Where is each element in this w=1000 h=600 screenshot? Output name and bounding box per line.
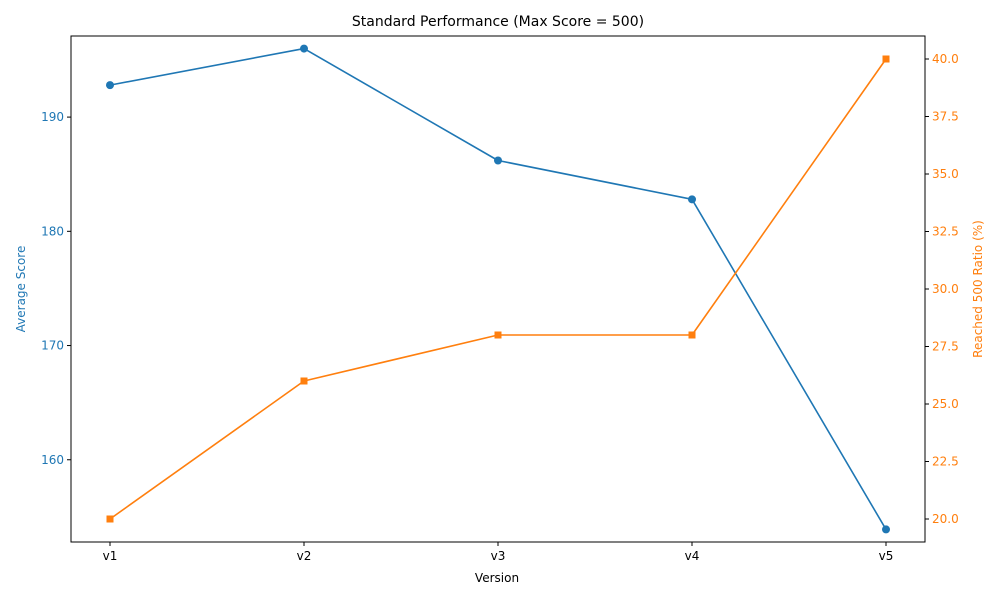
- x-tick-label: v2: [297, 549, 312, 563]
- left-y-axis-label: Average Score: [14, 246, 28, 333]
- x-tick-label: v1: [103, 549, 118, 563]
- left-y-tick-label: 160: [41, 453, 64, 467]
- series-2-point: [882, 55, 890, 63]
- right-y-tick-label: 27.5: [932, 340, 959, 354]
- right-y-axis-label: Reached 500 Ratio (%): [971, 220, 985, 358]
- x-axis-label: Version: [475, 571, 519, 585]
- left-y-tick-label: 180: [41, 224, 64, 238]
- right-y-tick-label: 25.0: [932, 397, 959, 411]
- left-y-tick-label: 190: [41, 110, 64, 124]
- series-1-point: [106, 81, 114, 90]
- series-2-point: [106, 515, 114, 523]
- series-1-point: [494, 156, 502, 165]
- x-tick-label: v4: [685, 549, 700, 563]
- right-y-tick-label: 32.5: [932, 225, 959, 239]
- right-y-tick-label: 40.0: [932, 52, 959, 66]
- right-y-axis: 20.0 22.5 25.0 27.5 30.0 32.5 35.0 37.5 40.0: [925, 52, 959, 526]
- right-y-tick-label: 22.5: [932, 455, 959, 469]
- x-axis: v1 v2 v3 v4 v5: [103, 542, 894, 563]
- left-y-axis: 160 170 180 190: [41, 110, 71, 467]
- x-tick-label: v5: [879, 549, 894, 563]
- series-1-point: [300, 44, 308, 53]
- right-y-tick-label: 35.0: [932, 167, 959, 181]
- right-y-tick-label: 20.0: [932, 512, 959, 526]
- series-2-point: [300, 377, 308, 385]
- series-2-point: [688, 331, 696, 339]
- series-1-point: [882, 525, 890, 534]
- right-y-tick-label: 37.5: [932, 110, 959, 124]
- series-1-point: [688, 195, 696, 204]
- chart-title: Standard Performance (Max Score = 500): [352, 14, 644, 30]
- plot-area: [106, 44, 890, 534]
- left-y-tick-label: 170: [41, 339, 64, 353]
- right-y-tick-label: 30.0: [932, 282, 959, 296]
- x-tick-label: v3: [491, 549, 506, 563]
- series-2-point: [494, 331, 502, 339]
